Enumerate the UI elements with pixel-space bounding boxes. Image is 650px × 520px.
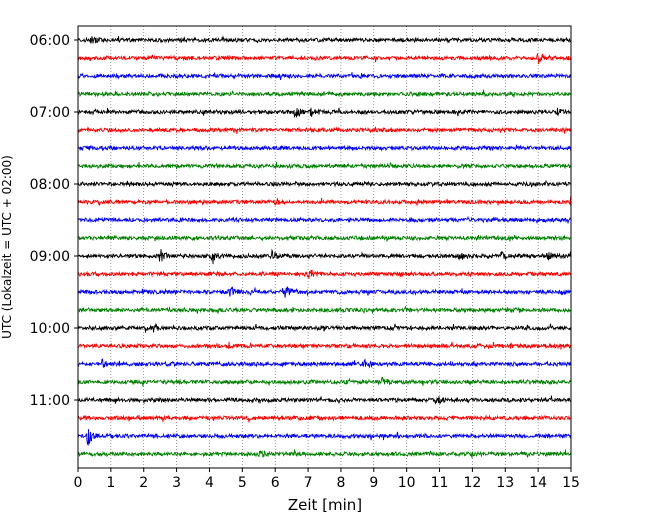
trace-line	[77, 126, 572, 135]
trace-line	[77, 449, 572, 459]
seismic-traces	[77, 35, 572, 459]
trace-line	[77, 358, 572, 369]
x-tick-label: 9	[369, 475, 378, 491]
trace-line	[77, 144, 572, 152]
x-tick-label: 8	[336, 475, 345, 491]
trace-line	[77, 215, 572, 224]
y-tick-label: 06:00	[30, 33, 70, 49]
trace-line	[77, 341, 572, 350]
x-tick-label: 0	[74, 475, 83, 491]
x-tick-label: 5	[238, 475, 247, 491]
trace-line	[77, 395, 572, 405]
y-tick-label: 10:00	[30, 321, 70, 337]
trace-line	[77, 196, 572, 207]
x-tick-label: 12	[463, 475, 481, 491]
x-tick-label: 14	[529, 475, 547, 491]
trace-line	[77, 306, 572, 314]
trace-line	[77, 234, 572, 242]
x-axis-label: Zeit [min]	[288, 496, 362, 514]
x-tick-label: 6	[271, 475, 280, 491]
trace-line	[77, 429, 572, 447]
y-axis: 06:00 07:00 08:00 09:00 10:00 11:00	[30, 33, 78, 409]
trace-line	[77, 322, 572, 333]
trace-line	[77, 35, 572, 44]
x-tick-label: 2	[139, 475, 148, 491]
trace-line	[77, 248, 572, 265]
trace-line	[77, 376, 572, 387]
trace-line	[77, 414, 572, 423]
x-tick-label: 11	[431, 475, 449, 491]
trace-line	[77, 161, 572, 170]
trace-line	[77, 286, 572, 298]
y-tick-label: 11:00	[30, 393, 70, 409]
trace-line	[77, 52, 572, 64]
y-axis-label: UTC (Lokalzeit = UTC + 02:00)	[0, 155, 14, 339]
x-tick-label: 10	[398, 475, 416, 491]
x-tick-label: 15	[562, 475, 580, 491]
trace-line	[77, 179, 572, 188]
x-tick-label: 13	[496, 475, 514, 491]
x-axis: 0 1 2 3 4 5 6 7 8 9 10 11 12 13 14 15	[74, 468, 580, 491]
x-tick-label: 7	[304, 475, 313, 491]
x-tick-label: 3	[172, 475, 181, 491]
x-tick-label: 1	[106, 475, 115, 491]
trace-line	[77, 71, 572, 81]
y-tick-label: 08:00	[30, 177, 70, 193]
y-tick-label: 09:00	[30, 249, 70, 265]
trace-line	[77, 269, 572, 279]
trace-line	[77, 107, 572, 118]
plot-frame	[77, 25, 572, 469]
trace-line	[77, 89, 572, 98]
x-tick-label: 4	[205, 475, 214, 491]
y-tick-label: 07:00	[30, 105, 70, 121]
